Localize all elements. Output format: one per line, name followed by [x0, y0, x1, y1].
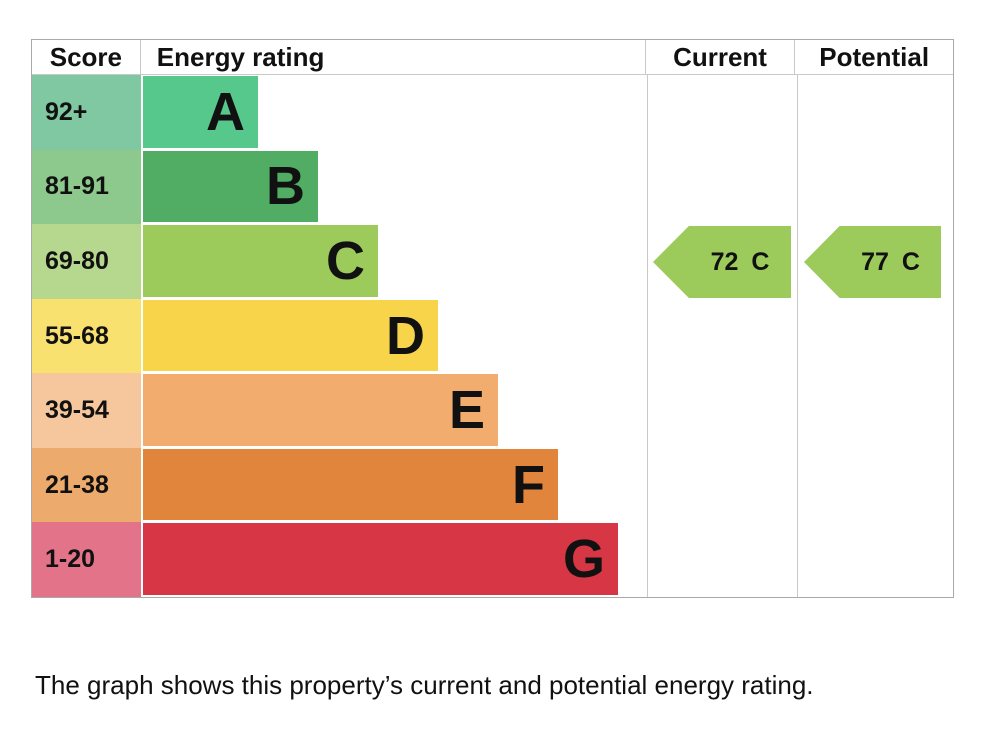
score-range-e: 39-54 — [32, 373, 141, 448]
score-range-a: 92+ — [32, 75, 141, 150]
band-bar-d: D — [143, 299, 438, 372]
score-range-b: 81-91 — [32, 149, 141, 225]
potential-column-divider — [797, 75, 798, 597]
score-range-f: 21-38 — [32, 447, 141, 523]
epc-header-row: Score Energy rating Current Potential — [32, 40, 953, 75]
band-row-e: 39-54 E — [32, 373, 953, 448]
band-row-g: 1-20 G — [32, 522, 953, 598]
band-bar-f: F — [143, 448, 558, 521]
potential-rating-value: 77 — [861, 247, 889, 276]
epc-rating-chart: Score Energy rating Current Potential 92… — [31, 39, 954, 598]
current-column-divider — [647, 75, 648, 597]
current-rating-value: 72 — [710, 247, 739, 276]
header-score: Score — [32, 40, 141, 74]
band-row-a: 92+ A — [32, 75, 953, 150]
band-bar-g: G — [143, 523, 618, 596]
band-bar-e: E — [143, 374, 498, 446]
band-bar-b: B — [143, 150, 318, 223]
epc-band-rows: 92+ A 81-91 B 69-80 C 55-68 D 39-54 E 21… — [32, 75, 953, 598]
epc-body: 92+ A 81-91 B 69-80 C 55-68 D 39-54 E 21… — [32, 75, 953, 598]
score-range-c: 69-80 — [32, 224, 141, 299]
chart-caption: The graph shows this property’s current … — [35, 670, 814, 700]
band-row-f: 21-38 F — [32, 447, 953, 523]
score-range-d: 55-68 — [32, 298, 141, 374]
band-row-c: 69-80 C — [32, 224, 953, 299]
current-rating-text: 72 C — [653, 248, 791, 277]
header-potential: Potential — [819, 41, 930, 72]
header-current: Current — [646, 40, 796, 74]
header-energy-rating: Energy rating — [141, 40, 646, 74]
band-row-d: 55-68 D — [32, 298, 953, 374]
current-rating-letter: C — [751, 247, 770, 276]
band-bar-a: A — [143, 76, 258, 148]
potential-rating-text: 77 C — [804, 248, 941, 277]
band-bar-c: C — [143, 225, 378, 297]
potential-rating-letter: C — [901, 247, 920, 276]
band-row-b: 81-91 B — [32, 149, 953, 225]
score-range-g: 1-20 — [32, 522, 141, 598]
